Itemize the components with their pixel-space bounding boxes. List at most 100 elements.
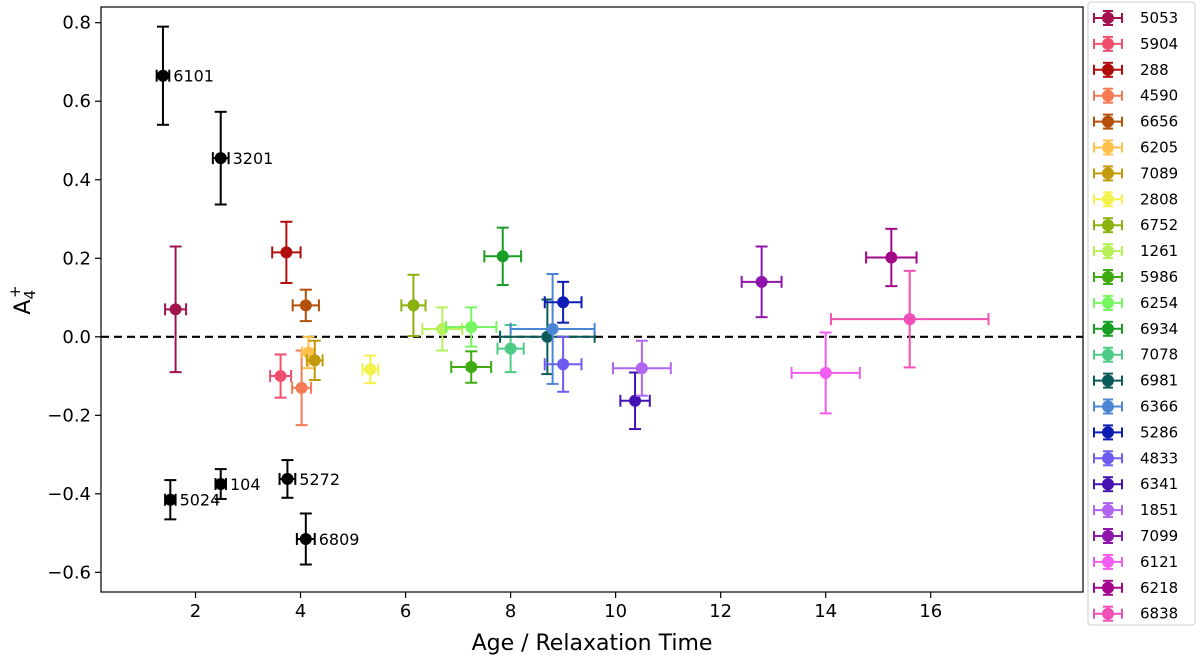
annotated-point-5024-marker: [164, 493, 177, 506]
point-7089-marker: [308, 354, 321, 367]
legend-item-6121: 6121: [1093, 553, 1178, 571]
legend-entries: 5053 5904 288 4590 6656 6205 7089 2808 6752 1261 5…: [1093, 9, 1178, 623]
annotated-point-3201: [211, 110, 230, 206]
legend-label-288: 288: [1140, 61, 1169, 79]
annotation-6101: 6101: [173, 67, 214, 86]
legend-item-5904: 5904: [1093, 35, 1178, 53]
legend-item-6934: 6934: [1093, 320, 1178, 338]
legend-label-7099: 7099: [1140, 527, 1178, 545]
legend-label-7089: 7089: [1140, 164, 1178, 182]
legend-label-6752: 6752: [1140, 216, 1178, 234]
legend-swatch-marker-6656: [1102, 115, 1114, 128]
legend-item-7089: 7089: [1093, 164, 1178, 182]
point-6752: [400, 273, 427, 338]
legend-label-6218: 6218: [1140, 579, 1178, 597]
point-6366-marker: [546, 322, 559, 335]
legend-label-4590: 4590: [1140, 87, 1178, 105]
point-288-marker: [280, 246, 293, 259]
legend-label-6205: 6205: [1140, 139, 1178, 157]
annotated-point-104: [214, 468, 227, 500]
point-7078-marker: [504, 342, 517, 355]
x-tick-label-8: 8: [505, 601, 516, 622]
legend-label-6838: 6838: [1140, 605, 1178, 623]
legend-label-7078: 7078: [1140, 346, 1178, 364]
legend-item-6205: 6205: [1093, 139, 1178, 157]
plot-frame: [100, 6, 1084, 593]
legend-frame: [1087, 1, 1196, 626]
legend-swatch-marker-4833: [1102, 452, 1114, 465]
annotation-6809: 6809: [319, 530, 360, 549]
point-6838: [829, 269, 990, 369]
point-288: [271, 220, 302, 285]
legend-swatch-marker-288: [1102, 63, 1114, 76]
point-5053: [164, 245, 188, 374]
legend-label-5053: 5053: [1140, 9, 1178, 27]
legend-item-2808: 2808: [1093, 190, 1178, 208]
y-axis-title-sub: 4: [21, 290, 39, 300]
annotation-3201: 3201: [233, 149, 274, 168]
legend-item-6218: 6218: [1093, 579, 1178, 597]
legend-item-6838: 6838: [1093, 605, 1178, 623]
point-6341-marker: [629, 394, 642, 407]
point-5286: [543, 280, 583, 324]
y-tick-label-4: 0.2: [62, 248, 91, 269]
legend-label-1851: 1851: [1140, 501, 1178, 519]
legend-item-6254: 6254: [1093, 294, 1178, 312]
legend-item-7078: 7078: [1093, 346, 1178, 364]
legend-item-5286: 5286: [1093, 423, 1178, 441]
legend-item-6341: 6341: [1093, 475, 1178, 493]
point-6934: [483, 226, 523, 286]
point-5986-marker: [465, 361, 478, 374]
legend-swatch-marker-6934: [1102, 322, 1114, 335]
plot-marks: 6101 3201 5024 104 5272 6809: [101, 25, 1083, 566]
point-6254: [445, 306, 498, 348]
legend-swatch-marker-7089: [1102, 167, 1114, 180]
point-1851: [612, 339, 672, 397]
x-tick-label-2: 2: [190, 601, 201, 622]
legend-swatch-marker-1261: [1102, 245, 1114, 258]
legend-item-288: 288: [1093, 61, 1169, 79]
legend-swatch-marker-6981: [1102, 374, 1114, 387]
legend-swatch-marker-6366: [1102, 400, 1114, 413]
legend-swatch-marker-5904: [1102, 37, 1114, 50]
legend-item-7099: 7099: [1093, 527, 1178, 545]
point-6838-marker: [903, 313, 916, 326]
legend-label-4833: 4833: [1140, 449, 1178, 467]
legend-swatch-marker-7078: [1102, 348, 1114, 361]
legend-item-4590: 4590: [1093, 87, 1178, 105]
legend-swatch-marker-6205: [1102, 141, 1114, 154]
legend-swatch-marker-5986: [1102, 271, 1114, 283]
y-axis-title-main: A: [11, 300, 36, 315]
annotation-104: 104: [230, 475, 261, 494]
legend-swatch-marker-6121: [1102, 555, 1114, 568]
legend-label-6341: 6341: [1140, 475, 1178, 493]
x-tick-label-10: 10: [604, 601, 627, 622]
point-6341: [619, 371, 651, 431]
point-4833: [543, 335, 583, 393]
annotated-point-104-marker: [214, 478, 227, 491]
legend-swatch-marker-6752: [1102, 219, 1114, 232]
legend: 5053 5904 288 4590 6656 6205 7089 2808 6752 1261 5…: [1087, 1, 1196, 626]
annotated-point-6809: [295, 512, 316, 566]
annotated-point-3201-marker: [214, 152, 227, 165]
annotation-5272: 5272: [299, 470, 340, 489]
legend-label-6121: 6121: [1140, 553, 1178, 571]
annotated-point-6809-marker: [299, 532, 312, 545]
y-tick-label-1: −0.4: [47, 484, 91, 505]
legend-swatch-marker-2808: [1102, 193, 1114, 206]
legend-swatch-marker-1851: [1102, 504, 1114, 517]
legend-label-1261: 1261: [1140, 242, 1178, 260]
legend-swatch-marker-5053: [1102, 12, 1114, 24]
x-tick-label-12: 12: [709, 601, 732, 622]
point-6656-marker: [299, 299, 312, 312]
point-5286-marker: [557, 296, 570, 309]
legend-label-6934: 6934: [1140, 320, 1178, 338]
legend-swatch-marker-7099: [1102, 530, 1114, 542]
point-2808-marker: [364, 363, 377, 376]
y-axis-title: A4+: [6, 285, 39, 314]
point-6121: [790, 331, 861, 415]
legend-label-6656: 6656: [1140, 113, 1178, 131]
x-tick-label-14: 14: [814, 601, 837, 622]
point-7099-marker: [755, 275, 768, 288]
